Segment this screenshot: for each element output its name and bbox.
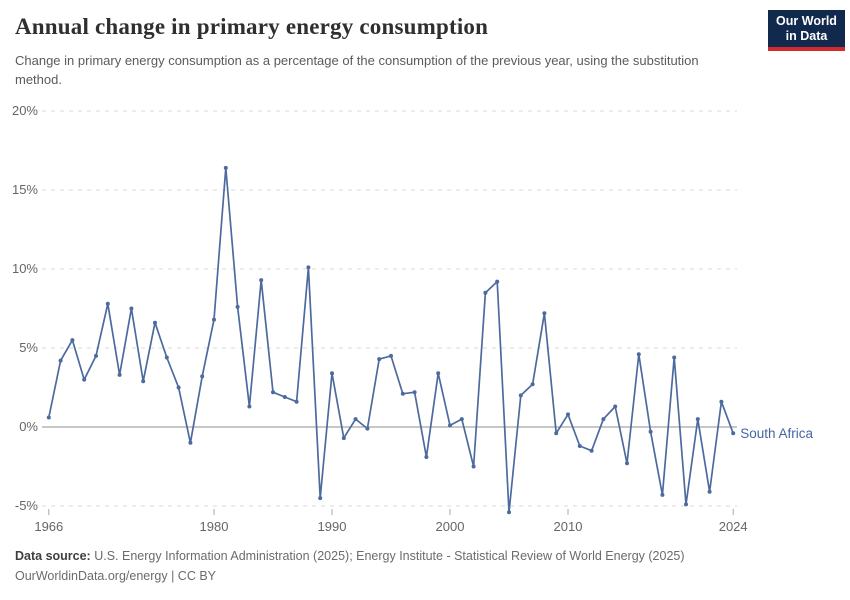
data-point-marker [601,417,606,422]
data-point-marker [471,464,476,469]
data-point-marker [153,320,157,325]
data-point-marker [660,492,665,497]
data-point-marker [389,353,393,358]
data-point-marker [271,390,275,395]
license-line: OurWorldinData.org/energy | CC BY [15,569,217,583]
data-point-marker [412,390,417,395]
data-point-marker [94,353,98,358]
data-source-line: Data source: U.S. Energy Information Adm… [15,546,835,566]
x-axis-label: 2010 [553,519,583,534]
data-point-marker [625,461,629,466]
data-point-marker [377,357,382,362]
data-point-marker [141,379,146,384]
data-point-marker [566,412,570,417]
data-point-marker [188,440,193,445]
data-point-marker [436,371,441,376]
data-point-marker [483,290,488,295]
x-axis-label: 1990 [317,519,347,534]
data-point-marker [164,355,169,360]
data-point-marker [330,371,334,376]
data-point-marker [259,278,264,283]
series-end-label[interactable]: South Africa [740,426,813,442]
y-axis-label: 20% [11,103,38,118]
data-point-marker [507,510,511,515]
page-title: Annual change in primary energy consumpt… [15,14,489,39]
data-point-marker [58,358,63,363]
data-point-marker [235,304,240,309]
data-point-marker [448,423,452,428]
data-point-marker [353,417,358,422]
data-point-marker [247,404,252,409]
y-axis-label: 15% [11,182,38,197]
x-axis-label: 2000 [435,519,465,534]
data-point-marker [518,393,523,398]
data-point-marker [648,429,653,434]
x-axis-label: 2024 [718,519,748,534]
y-axis-label: -5% [14,498,38,513]
data-point-marker [613,404,618,409]
data-point-marker [129,306,134,311]
x-axis-label: 1980 [199,519,229,534]
data-point-marker [530,382,535,387]
data-point-marker [459,417,464,422]
data-point-marker [341,436,346,441]
owid-logo[interactable]: Our World in Data [768,10,845,51]
data-point-marker [424,455,429,459]
data-point-marker [117,372,122,377]
y-axis-label: 5% [19,340,38,355]
x-axis-label: 1966 [34,519,64,534]
y-axis-label: 0% [19,419,38,434]
data-point-marker [365,426,370,431]
data-source-label: Data source: [15,549,91,563]
data-point-marker [400,391,405,396]
data-point-marker [719,399,724,404]
data-point-marker [672,355,677,360]
data-point-marker [731,431,736,436]
data-point-marker [282,395,287,399]
data-point-marker [554,431,559,436]
owid-logo-text: Our World in Data [776,14,837,43]
data-point-marker [542,311,547,316]
page-subtitle: Change in primary energy consumption as … [15,53,699,87]
data-point-marker [200,374,205,379]
data-point-marker [82,377,87,382]
data-point-marker [294,399,299,404]
data-point-marker [684,502,688,507]
data-point-marker [105,301,110,306]
data-point-marker [176,385,181,390]
data-point-marker [589,448,594,453]
data-point-marker [70,338,75,343]
data-point-marker [212,317,216,322]
data-point-marker [223,165,228,170]
y-axis-label: 10% [11,261,38,276]
data-point-marker [46,415,51,420]
data-point-marker [318,496,323,501]
data-point-marker [707,489,712,494]
data-point-marker [495,279,500,284]
series-line-south-africa[interactable] [47,167,735,514]
data-point-marker [577,444,582,448]
data-point-marker [636,352,641,357]
data-point-marker [306,265,311,270]
data-source-text: U.S. Energy Information Administration (… [90,549,685,563]
data-point-marker [695,417,700,422]
